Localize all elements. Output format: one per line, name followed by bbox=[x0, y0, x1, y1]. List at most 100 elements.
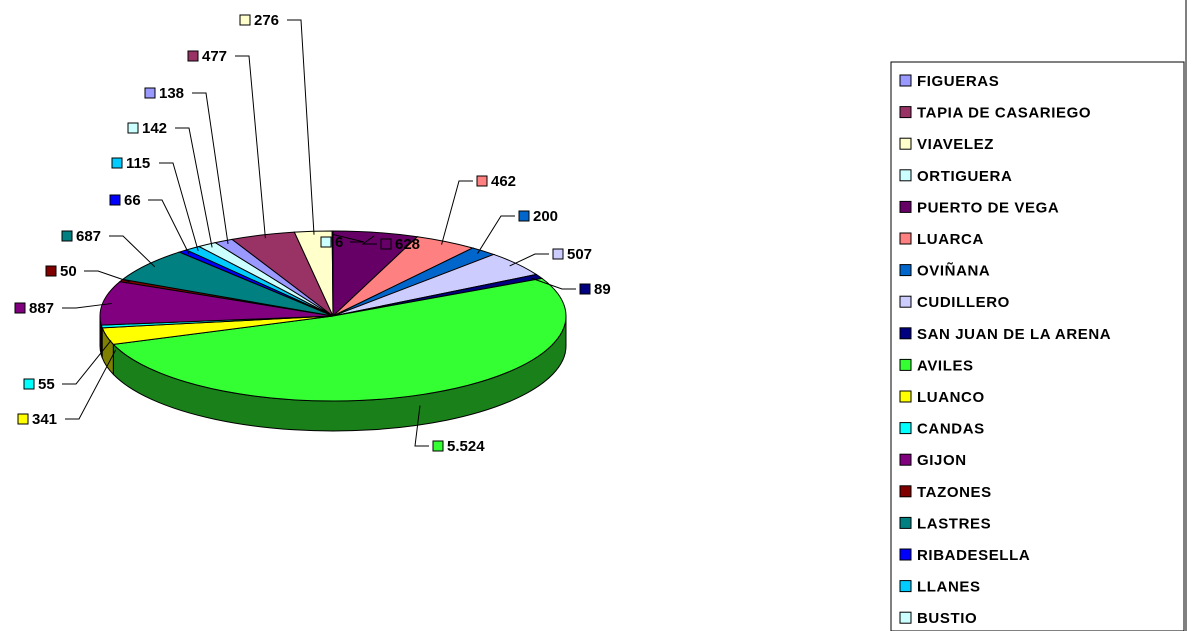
legend-label: LLANES bbox=[917, 579, 981, 596]
data-label-key bbox=[111, 157, 123, 169]
legend-entry-luarca: LUARCA bbox=[899, 231, 983, 248]
data-label-key bbox=[61, 230, 73, 242]
legend-entry-tapia-de-casariego: TAPIA DE CASARIEGO bbox=[899, 105, 1091, 122]
legend-label: VIAVELEZ bbox=[917, 136, 994, 153]
legend-swatch bbox=[899, 327, 912, 340]
legend-label: TAZONES bbox=[917, 484, 992, 501]
legend-entry-san-juan-de-la-arena: SAN JUAN DE LA ARENA bbox=[899, 326, 1111, 343]
legend-swatch bbox=[899, 580, 912, 593]
leader-line bbox=[530, 277, 576, 290]
legend-entry-luanco: LUANCO bbox=[899, 389, 985, 406]
data-labels: 628 462 200 507 89 5.524 341 55 887 50 687 66 115 142… bbox=[14, 12, 611, 455]
legend-entry-gijon: GIJON bbox=[899, 452, 967, 469]
data-label-key bbox=[45, 265, 57, 277]
data-label-value: 6 bbox=[335, 234, 343, 251]
data-label-key bbox=[518, 210, 530, 222]
data-label-lastres: 687 bbox=[61, 228, 156, 268]
data-label-ortiguera: 6 bbox=[320, 233, 365, 251]
data-label-value: 462 bbox=[491, 173, 516, 190]
leader-line bbox=[441, 180, 473, 245]
leader-line bbox=[148, 199, 190, 254]
data-label-key bbox=[579, 283, 591, 295]
data-label-san-juan-de-la-arena: 89 bbox=[530, 277, 611, 298]
data-label-value: 341 bbox=[32, 411, 57, 428]
data-label-value: 887 bbox=[29, 300, 54, 317]
legend-label: PUERTO DE VEGA bbox=[917, 199, 1059, 216]
leader-line bbox=[65, 349, 117, 420]
leader-line bbox=[84, 270, 130, 283]
data-label-luanco: 341 bbox=[17, 349, 117, 428]
data-label-tazones: 50 bbox=[45, 263, 130, 283]
leader-line bbox=[235, 55, 266, 239]
data-label-llanes: 115 bbox=[111, 155, 199, 252]
legend-label: CANDAS bbox=[917, 421, 985, 438]
legend-entry-ortiguera: ORTIGUERA bbox=[899, 168, 1012, 185]
data-label-luarca: 462 bbox=[441, 173, 516, 245]
data-label-key bbox=[23, 378, 35, 390]
data-label-value: 115 bbox=[126, 155, 150, 172]
data-label-aviles: 5.524 bbox=[414, 405, 485, 455]
legend-swatch bbox=[899, 358, 912, 371]
data-label-key bbox=[320, 236, 332, 248]
pie-slice-ortiguera bbox=[331, 230, 334, 317]
data-label-key bbox=[552, 248, 564, 260]
legend-swatch bbox=[899, 422, 912, 435]
data-label-key bbox=[239, 14, 251, 26]
leader-line bbox=[509, 253, 549, 267]
legend-swatch bbox=[899, 611, 912, 624]
leader-line bbox=[287, 19, 315, 235]
data-label-candas: 55 bbox=[23, 340, 112, 393]
data-label-value: 89 bbox=[594, 281, 611, 298]
legend-label: OVIÑANA bbox=[917, 262, 990, 280]
legend-label: RIBADESELLA bbox=[917, 547, 1030, 564]
data-label-ovinana: 200 bbox=[477, 208, 558, 254]
legend-swatch bbox=[899, 264, 912, 277]
data-label-value: 5.524 bbox=[447, 438, 485, 455]
leader-line bbox=[62, 340, 112, 385]
leader-line bbox=[477, 215, 515, 254]
pie-layer bbox=[99, 230, 567, 432]
data-label-key bbox=[109, 194, 121, 206]
legend-swatch bbox=[899, 548, 912, 561]
data-label-value: 66 bbox=[124, 192, 141, 209]
data-label-value: 687 bbox=[76, 228, 101, 245]
data-label-key bbox=[14, 302, 26, 314]
legend-entry-candas: CANDAS bbox=[899, 421, 985, 438]
legend-label: SAN JUAN DE LA ARENA bbox=[917, 326, 1111, 343]
legend-swatch bbox=[899, 232, 912, 245]
legend-entry-puerto-de-vega: PUERTO DE VEGA bbox=[899, 199, 1059, 216]
leader-line bbox=[159, 162, 199, 252]
leader-line bbox=[332, 233, 365, 243]
leader-line bbox=[361, 235, 377, 245]
data-label-key bbox=[380, 238, 392, 250]
legend-label: BUSTIO bbox=[917, 610, 977, 627]
data-label-ribadesella: 66 bbox=[109, 192, 190, 254]
data-label-key bbox=[476, 175, 488, 187]
legend-swatch bbox=[899, 137, 912, 150]
legend-label: ORTIGUERA bbox=[917, 168, 1012, 185]
legend-label: TAPIA DE CASARIEGO bbox=[917, 105, 1091, 122]
legend-label: LASTRES bbox=[917, 515, 991, 532]
data-label-value: 142 bbox=[142, 120, 167, 137]
data-label-key bbox=[187, 50, 199, 62]
data-label-value: 50 bbox=[60, 263, 77, 280]
data-label-puerto-de-vega: 628 bbox=[361, 235, 420, 253]
legend-entry-bustio: BUSTIO bbox=[899, 610, 977, 627]
data-label-cudillero: 507 bbox=[509, 246, 592, 267]
data-label-figueras: 138 bbox=[144, 85, 229, 245]
data-label-key bbox=[127, 122, 139, 134]
data-label-value: 507 bbox=[567, 246, 592, 263]
legend-swatch bbox=[899, 295, 912, 308]
legend-label: CUDILLERO bbox=[917, 294, 1010, 311]
legend-label: GIJON bbox=[917, 452, 967, 469]
pie-slice-aviles bbox=[112, 277, 567, 402]
leader-line bbox=[192, 92, 229, 245]
pie-slice-gijon bbox=[99, 281, 334, 326]
legend-label: AVILES bbox=[917, 357, 974, 374]
legend-entry-aviles: AVILES bbox=[899, 357, 974, 374]
legend-swatch bbox=[899, 516, 912, 529]
data-label-value: 55 bbox=[38, 376, 55, 393]
legend-swatch bbox=[899, 169, 912, 182]
legend-label: LUANCO bbox=[917, 389, 985, 406]
